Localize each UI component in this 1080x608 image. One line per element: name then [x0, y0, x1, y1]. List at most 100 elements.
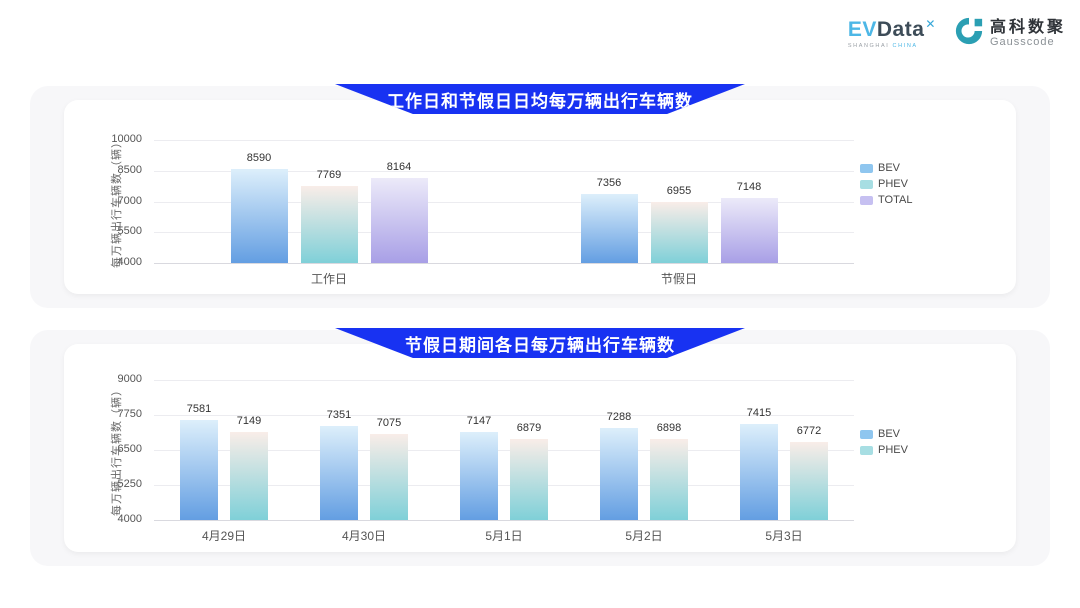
chart2-title: 节假日期间各日每万辆出行车辆数 — [405, 335, 675, 355]
bar-PHEV-节假日 — [650, 202, 708, 263]
evdata-ev-text: EV — [847, 18, 877, 41]
y-axis-tick: 10000 — [111, 133, 142, 145]
category-label: 4月30日 — [341, 529, 387, 543]
category-label: 工作日 — [310, 272, 347, 286]
bar-PHEV-5月1日 — [510, 439, 548, 520]
bar-value-label: 8590 — [246, 151, 272, 164]
category-label: 5月3日 — [765, 529, 803, 543]
chart1-title: 工作日和节假日日均每万辆出行车辆数 — [387, 91, 693, 111]
evdata-subtitle-china: CHINA — [892, 43, 918, 49]
bar-value-label: 7149 — [236, 414, 262, 427]
gridline — [154, 201, 854, 203]
y-axis-tick: 7750 — [117, 408, 142, 420]
bar-value-label: 7356 — [596, 177, 622, 190]
evdata-subtitle: SHANGHAI CHINA — [848, 43, 936, 49]
legend: BEV PHEV TOTAL — [860, 162, 912, 206]
legend-item-BEV[interactable]: BEV — [860, 428, 908, 440]
gausscode-wordmark: 高科数聚 Gausscode — [990, 19, 1066, 49]
legend-swatch-PHEV — [860, 179, 873, 189]
evdata-wordmark: EVData✕ — [848, 18, 936, 40]
gridline — [154, 380, 854, 381]
legend-label: BEV — [878, 428, 901, 440]
bar-value-label: 7288 — [606, 410, 632, 423]
y-axis-title: 每万辆出行车辆数（辆） — [111, 135, 123, 268]
header-logos: EVData✕ SHANGHAI CHINA 高科数聚 Gausscode — [848, 16, 1066, 51]
bar-value-label: 6898 — [656, 421, 682, 434]
gridline — [154, 450, 854, 451]
bar-PHEV-5月2日 — [650, 438, 688, 520]
y-axis-tick: 7000 — [117, 194, 142, 207]
legend-item-PHEV[interactable]: PHEV — [860, 178, 912, 190]
bar-value-label: 6879 — [516, 422, 542, 435]
gridline — [154, 140, 854, 141]
legend-item-TOTAL[interactable]: TOTAL — [860, 194, 912, 206]
bar-TOTAL-工作日 — [370, 177, 428, 263]
gausscode-cn-text: 高科数聚 — [989, 18, 1066, 36]
chart1-plot: 4000 5500 7000 8500 10000 每万辆出行车辆数（辆） 8590 7769… — [64, 100, 1016, 294]
bar-BEV-5月3日 — [740, 424, 778, 520]
gausscode-logo: 高科数聚 Gausscode — [954, 16, 1066, 51]
evdata-logo: EVData✕ SHANGHAI CHINA — [848, 18, 936, 49]
legend-swatch-PHEV — [860, 445, 873, 455]
gridline — [154, 263, 854, 264]
bar-value-label: 7075 — [376, 416, 402, 429]
legend-label: PHEV — [878, 178, 908, 190]
y-axis-tick: 4000 — [117, 513, 142, 525]
legend: BEV PHEV — [860, 428, 908, 456]
bar-value-label: 7147 — [466, 414, 492, 427]
bar-BEV-4月30日 — [320, 426, 358, 520]
bar-PHEV-4月30日 — [370, 433, 408, 520]
legend-label: BEV — [878, 162, 901, 174]
chart1-title-banner: 工作日和节假日日均每万辆出行车辆数 — [335, 84, 745, 114]
bar-value-label: 7769 — [316, 168, 342, 181]
legend-swatch-BEV — [860, 429, 873, 439]
gausscode-en-text: Gausscode — [989, 36, 1055, 49]
gridline — [154, 232, 854, 234]
bar-value-label: 6772 — [796, 425, 822, 438]
bar-value-label: 7581 — [186, 402, 212, 415]
bar-value-label: 7148 — [736, 181, 762, 194]
y-axis-tick: 8500 — [117, 163, 142, 176]
y-axis-tick: 5250 — [117, 478, 142, 490]
bar-BEV-工作日 — [230, 168, 288, 263]
evdata-x-icon: ✕ — [925, 17, 936, 31]
category-label: 节假日 — [660, 272, 697, 286]
evdata-subtitle-shanghai: SHANGHAI — [847, 43, 890, 49]
legend-item-PHEV[interactable]: PHEV — [860, 444, 908, 456]
gridline — [154, 485, 854, 486]
gridline — [154, 520, 854, 521]
legend-swatch-TOTAL — [860, 195, 873, 205]
y-axis-tick: 6500 — [117, 443, 142, 455]
bar-PHEV-工作日 — [300, 185, 358, 263]
holiday-daily-chart-card: 节假日期间各日每万辆出行车辆数 4000 5250 6500 7750 9000 每万辆出… — [30, 328, 1050, 566]
bar-value-label: 8164 — [386, 160, 412, 173]
bar-PHEV-5月3日 — [790, 442, 828, 520]
chart2-panel: 4000 5250 6500 7750 9000 每万辆出行车辆数（辆） 7581 7149 4… — [64, 344, 1016, 552]
bar-value-label: 7351 — [326, 409, 352, 422]
legend-label: TOTAL — [878, 194, 913, 206]
gridline — [154, 415, 854, 416]
chart2-plot: 4000 5250 6500 7750 9000 每万辆出行车辆数（辆） 7581 7149 4… — [64, 344, 1016, 552]
bar-value-label: 6955 — [666, 185, 692, 198]
category-label: 4月29日 — [201, 529, 247, 543]
category-label: 5月2日 — [625, 529, 663, 543]
bar-TOTAL-节假日 — [720, 198, 778, 263]
bar-BEV-4月29日 — [180, 419, 218, 520]
gausscode-g-icon — [954, 16, 984, 51]
y-axis-tick: 9000 — [117, 373, 142, 385]
gridline — [154, 170, 854, 172]
bar-value-label: 7415 — [746, 407, 772, 420]
bar-BEV-5月1日 — [460, 431, 498, 520]
chart2-title-banner: 节假日期间各日每万辆出行车辆数 — [335, 328, 745, 358]
bar-PHEV-4月29日 — [230, 431, 268, 520]
legend-label: PHEV — [878, 444, 908, 456]
workday-holiday-chart-card: 工作日和节假日日均每万辆出行车辆数 4000 5500 7000 8500 10000 每… — [30, 84, 1050, 308]
chart1-panel: 4000 5500 7000 8500 10000 每万辆出行车辆数（辆） 8590 7769… — [64, 100, 1016, 294]
bar-BEV-节假日 — [580, 194, 638, 263]
category-label: 5月1日 — [485, 529, 523, 543]
legend-item-BEV[interactable]: BEV — [860, 162, 912, 174]
y-axis-tick: 4000 — [117, 256, 142, 268]
legend-swatch-BEV — [860, 163, 873, 173]
y-axis-tick: 5500 — [117, 225, 142, 238]
